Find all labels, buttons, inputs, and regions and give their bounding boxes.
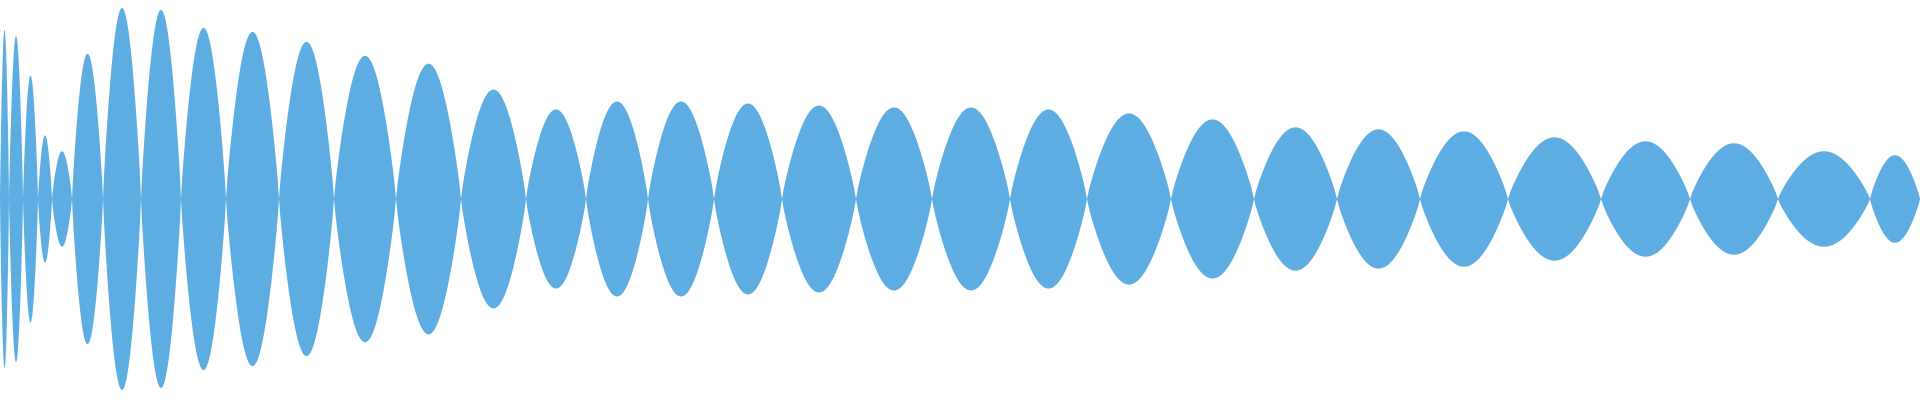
waveform-lobe — [334, 55, 396, 343]
waveform-lobe — [1601, 141, 1690, 257]
waveform-lobe — [9, 35, 23, 363]
waveform-lobe — [856, 107, 932, 291]
waveform-lobe — [1778, 151, 1870, 247]
waveform-lobe — [103, 7, 141, 391]
waveform-lobe — [72, 53, 103, 345]
waveform-lobe — [38, 135, 52, 263]
waveform-lobe — [1420, 131, 1508, 267]
waveform-lobe — [714, 103, 782, 295]
waveform-lobe — [1010, 109, 1087, 289]
waveform-lobe — [52, 151, 72, 247]
waveform-lobe — [932, 107, 1010, 291]
waveform-lobes — [0, 7, 1920, 391]
waveform-lobe — [141, 9, 181, 389]
waveform-lobe — [0, 29, 9, 369]
waveform-lobe — [226, 31, 279, 367]
waveform-lobe — [1171, 119, 1254, 279]
waveform-lobe — [181, 27, 226, 371]
waveform-lobe — [782, 105, 856, 293]
waveform-lobe — [461, 89, 526, 309]
waveform-lobe — [279, 41, 334, 357]
waveform-lobe — [648, 101, 714, 297]
waveform-lobe — [23, 75, 38, 323]
waveform-lobe — [1087, 113, 1171, 285]
waveform-lobe — [1690, 143, 1778, 255]
waveform-lobe — [526, 109, 586, 289]
waveform-lobe — [1254, 127, 1337, 271]
waveform-lobe — [1337, 129, 1420, 269]
waveform-lobe — [396, 63, 461, 335]
waveform-lobe — [1870, 155, 1920, 243]
waveform-lobe — [586, 101, 648, 297]
waveform-lobe — [1508, 137, 1601, 261]
